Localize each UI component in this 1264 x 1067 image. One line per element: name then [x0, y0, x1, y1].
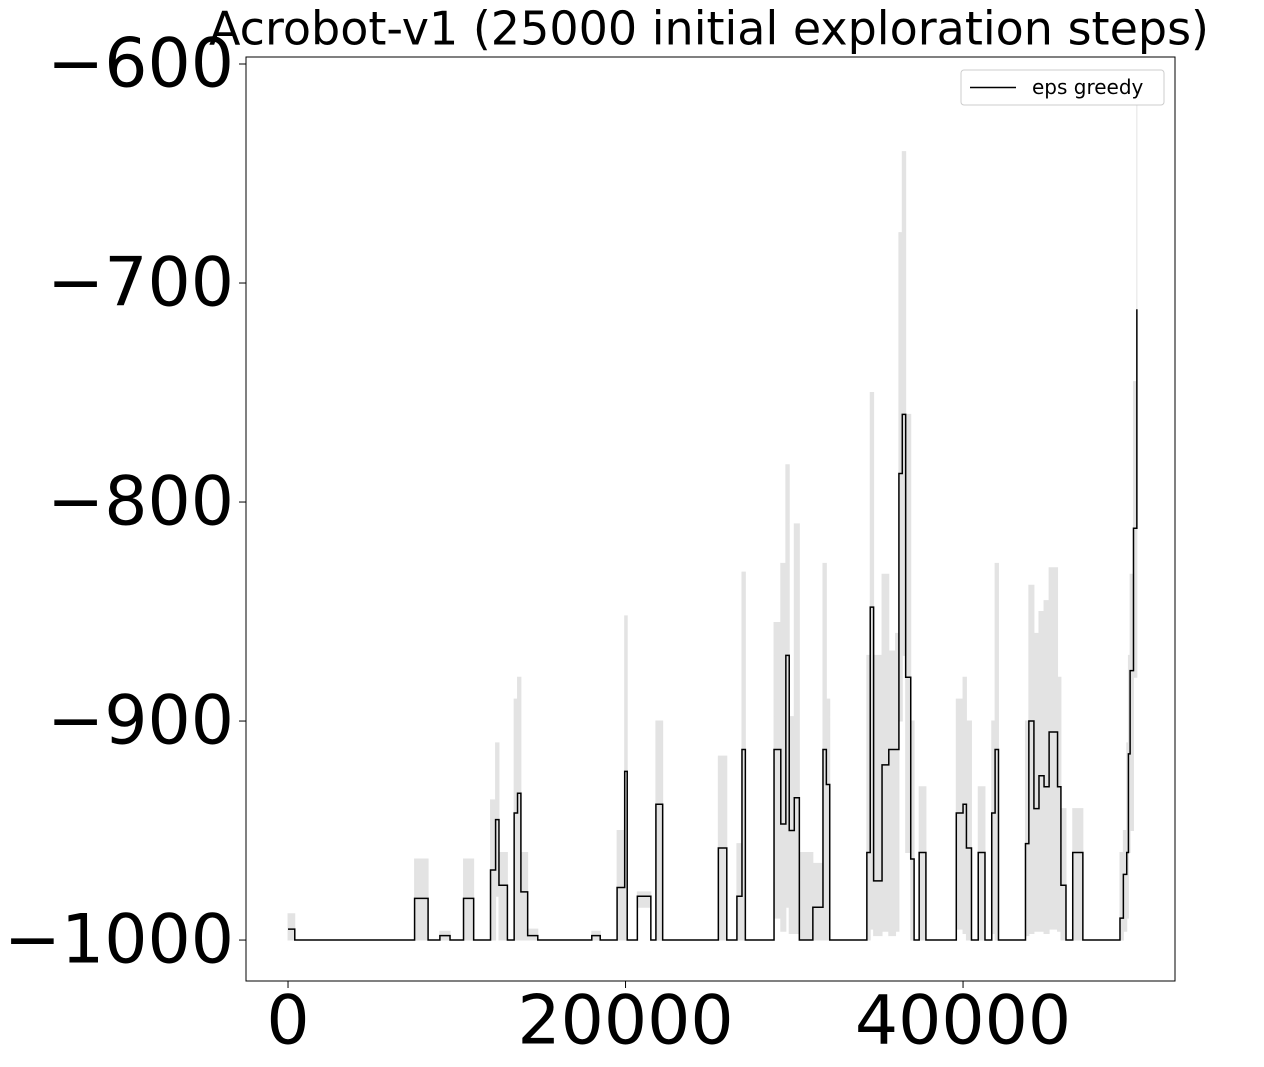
band — [287, 90, 1138, 941]
x-tick-label: 40000 — [855, 982, 1071, 1061]
x-tick-label: 20000 — [517, 982, 733, 1061]
chart-title: Acrobot-v1 (25000 initial exploration st… — [209, 2, 1209, 56]
legend: eps greedy — [960, 69, 1165, 106]
legend-box — [960, 69, 1165, 106]
y-tick-label: −700 — [47, 244, 234, 323]
line — [288, 309, 1138, 941]
y-tick-label: −800 — [47, 463, 234, 542]
x-tick-label: 0 — [266, 982, 309, 1061]
legend-label: eps greedy — [1032, 75, 1144, 99]
y-tick-label: −1000 — [4, 901, 234, 980]
plot-frame — [245, 56, 1176, 982]
y-tick-label: −900 — [47, 682, 234, 761]
y-tick-label: −600 — [47, 25, 234, 104]
